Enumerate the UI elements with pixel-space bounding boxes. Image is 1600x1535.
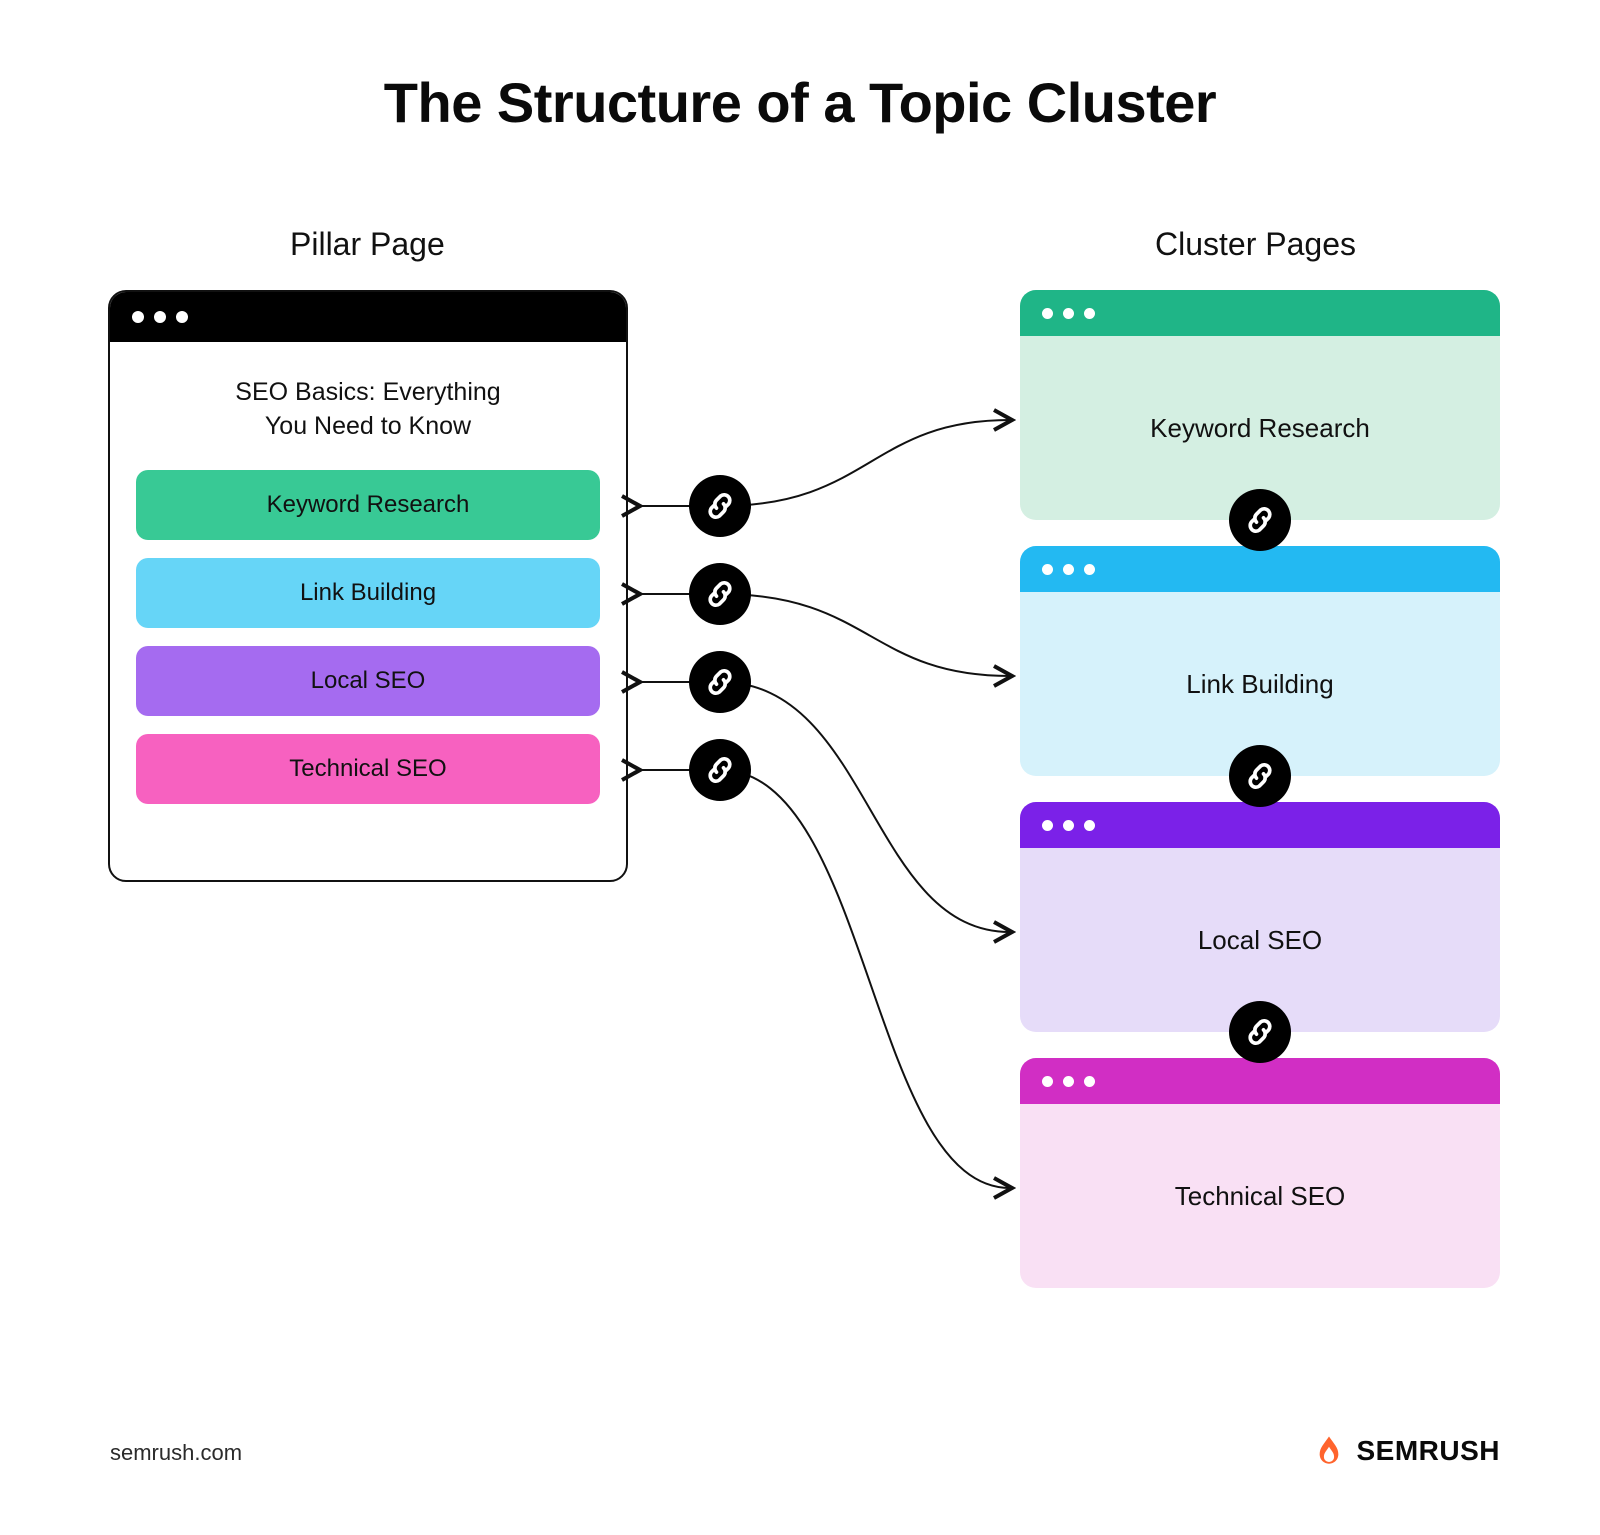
pillar-body: SEO Basics: EverythingYou Need to Know K… xyxy=(110,342,626,834)
window-dot-icon xyxy=(1042,308,1053,319)
link-icon xyxy=(1229,489,1291,551)
link-icon xyxy=(1229,745,1291,807)
window-dot-icon xyxy=(1042,1076,1053,1087)
main-title: The Structure of a Topic Cluster xyxy=(0,70,1600,135)
window-dot-icon xyxy=(1063,308,1074,319)
cluster-page-card: Keyword Research xyxy=(1020,290,1500,520)
pillar-subhead: Pillar Page xyxy=(290,226,445,263)
brand-logo: SEMRUSH xyxy=(1312,1434,1500,1468)
window-dot-icon xyxy=(1063,564,1074,575)
window-dot-icon xyxy=(154,311,166,323)
cluster-window-chrome xyxy=(1020,290,1500,336)
window-dot-icon xyxy=(1084,308,1095,319)
link-icon xyxy=(689,651,751,713)
link-icon xyxy=(1229,1001,1291,1063)
cluster-window-chrome xyxy=(1020,802,1500,848)
window-dot-icon xyxy=(1084,820,1095,831)
link-icon xyxy=(689,563,751,625)
infographic-canvas: The Structure of a Topic Cluster Pillar … xyxy=(0,0,1600,1535)
pillar-topic-chip: Keyword Research xyxy=(136,470,600,540)
window-dot-icon xyxy=(1063,820,1074,831)
cluster-window-chrome xyxy=(1020,1058,1500,1104)
pillar-topic-chip: Technical SEO xyxy=(136,734,600,804)
window-dot-icon xyxy=(176,311,188,323)
link-icon xyxy=(689,475,751,537)
pillar-topic-chip: Local SEO xyxy=(136,646,600,716)
cluster-page-card: Technical SEO xyxy=(1020,1058,1500,1288)
footer-url: semrush.com xyxy=(110,1440,242,1466)
link-icon xyxy=(689,739,751,801)
window-dot-icon xyxy=(132,311,144,323)
cluster-page-card: Link Building xyxy=(1020,546,1500,776)
window-dot-icon xyxy=(1042,564,1053,575)
cluster-page-card: Local SEO xyxy=(1020,802,1500,1032)
window-dot-icon xyxy=(1042,820,1053,831)
flame-icon xyxy=(1312,1434,1346,1468)
pillar-topic-chip: Link Building xyxy=(136,558,600,628)
pillar-page-title: SEO Basics: EverythingYou Need to Know xyxy=(188,376,548,444)
window-dot-icon xyxy=(1084,564,1095,575)
window-dot-icon xyxy=(1084,1076,1095,1087)
cluster-window-chrome xyxy=(1020,546,1500,592)
pillar-window-chrome xyxy=(110,292,626,342)
window-dot-icon xyxy=(1063,1076,1074,1087)
cluster-label: Technical SEO xyxy=(1020,1104,1500,1288)
pillar-window: SEO Basics: EverythingYou Need to Know K… xyxy=(108,290,628,882)
cluster-subhead: Cluster Pages xyxy=(1155,226,1356,263)
brand-text: SEMRUSH xyxy=(1356,1435,1500,1467)
